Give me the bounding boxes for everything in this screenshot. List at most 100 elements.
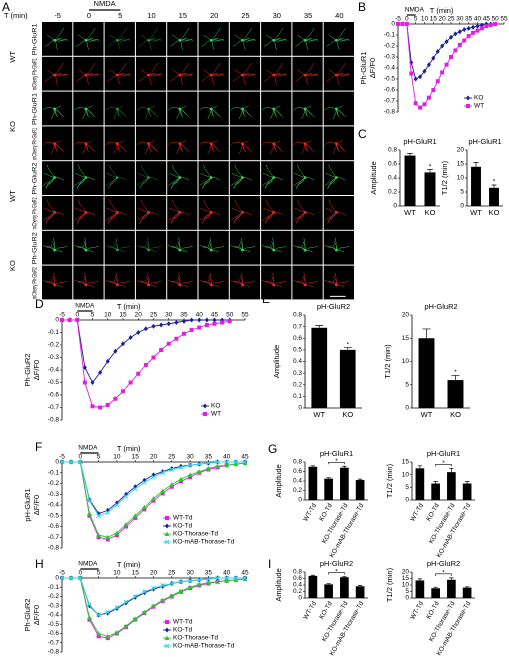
marker <box>164 643 170 649</box>
marker <box>400 22 405 26</box>
neuron-branch <box>117 245 131 251</box>
marker <box>96 532 101 538</box>
marker <box>90 380 95 385</box>
neuron-branch <box>296 177 306 188</box>
significance-star: * <box>442 460 445 467</box>
neuron-branch <box>293 141 306 146</box>
error-bar <box>315 325 324 328</box>
y-tick-label: 0 <box>393 203 397 210</box>
neuron-soma <box>209 283 213 287</box>
micrograph <box>167 56 198 91</box>
neuron-branch <box>78 34 87 41</box>
neuron-branch <box>234 164 243 178</box>
neuron-branch <box>270 108 275 120</box>
neuron-branch <box>140 164 149 178</box>
x-tick-label: KO <box>425 208 436 217</box>
neuron-branch <box>170 40 180 47</box>
y-tick-label: -0.8 <box>48 649 60 656</box>
micrograph <box>323 230 354 265</box>
marker <box>479 22 484 28</box>
neuron-branch <box>85 39 100 42</box>
y-tick-label: 20 <box>402 312 410 319</box>
y-axis-label: T1/2 (min) <box>385 567 394 602</box>
marker <box>87 511 92 516</box>
x-tick-label: 20 <box>150 570 158 577</box>
y-axis-label: ΔF/F0 <box>368 58 377 78</box>
bar <box>415 468 425 500</box>
marker <box>457 29 462 35</box>
neuron-branch <box>168 107 180 111</box>
neuron-branch <box>85 62 96 76</box>
neuron-branch <box>176 108 181 120</box>
neuron-branch <box>136 107 149 111</box>
neuron-branch <box>50 108 55 120</box>
marker <box>96 612 101 618</box>
marker <box>151 474 156 480</box>
micrograph <box>261 22 292 56</box>
marker <box>418 74 423 80</box>
micrograph <box>42 161 73 195</box>
marker <box>159 348 164 352</box>
marker <box>82 365 87 370</box>
neuron-branch <box>211 108 221 118</box>
marker <box>141 589 147 595</box>
neuron-soma <box>334 73 338 77</box>
y-axis-label: T1/2 (min) <box>383 344 392 379</box>
column-label: 30 <box>273 11 281 20</box>
marker <box>426 95 431 100</box>
marker <box>453 48 458 53</box>
neuron-branch <box>326 74 337 82</box>
x-tick-label: 5 <box>91 312 95 319</box>
neuron-branch <box>45 177 55 188</box>
neuron-branch <box>336 143 347 153</box>
micrograph <box>229 161 261 195</box>
bar <box>489 187 499 206</box>
x-tick-label: -5 <box>395 16 401 23</box>
neuron-branch <box>305 211 315 216</box>
neuron-branch <box>117 143 128 153</box>
neuron-branch <box>117 74 121 85</box>
neuron-branch <box>54 211 64 216</box>
neuron-soma <box>147 283 150 287</box>
legend-label: WT <box>474 103 484 110</box>
neuron-soma <box>303 283 307 287</box>
neuron-branch <box>304 143 309 153</box>
neuron-branch <box>336 108 340 118</box>
neuron-soma <box>115 38 119 42</box>
neuron-branch <box>336 280 350 286</box>
y-tick-label: -0.2 <box>48 342 60 349</box>
neuron-branch <box>178 272 181 285</box>
marker <box>160 597 165 603</box>
neuron-branch <box>230 107 243 111</box>
micrograph <box>323 56 354 91</box>
marker <box>475 28 480 33</box>
marker <box>114 502 120 508</box>
stimulus-label: NMDA <box>78 445 98 452</box>
y-tick-label: 10 <box>457 175 465 182</box>
legend-label: KO-Td <box>173 523 193 530</box>
y-tick-label: -0.7 <box>48 404 60 411</box>
neuron-branch <box>85 27 96 41</box>
y-axis-label: ΔF/F0 <box>32 495 41 515</box>
neuron-branch <box>336 27 346 41</box>
marker <box>169 593 175 598</box>
neuron-branch <box>202 212 212 223</box>
neuron-branch <box>273 40 278 51</box>
neuron-branch <box>148 27 159 41</box>
marker <box>151 603 156 608</box>
neuron-soma <box>334 176 338 179</box>
y-tick-label: -0.8 <box>48 545 60 552</box>
marker <box>98 405 103 410</box>
neuron-branch <box>78 164 87 178</box>
x-tick-label: WT <box>404 208 416 217</box>
y-tick-label: 5 <box>405 381 409 388</box>
marker <box>233 461 239 467</box>
neuron-branch <box>201 40 212 47</box>
neuron-branch <box>113 143 118 154</box>
marker <box>233 459 239 465</box>
neuron-branch <box>168 207 180 213</box>
y-tick-label: -0.2 <box>384 43 396 50</box>
neuron-branch <box>54 280 68 286</box>
neuron-branch <box>336 211 346 216</box>
neuron-branch <box>176 143 181 154</box>
